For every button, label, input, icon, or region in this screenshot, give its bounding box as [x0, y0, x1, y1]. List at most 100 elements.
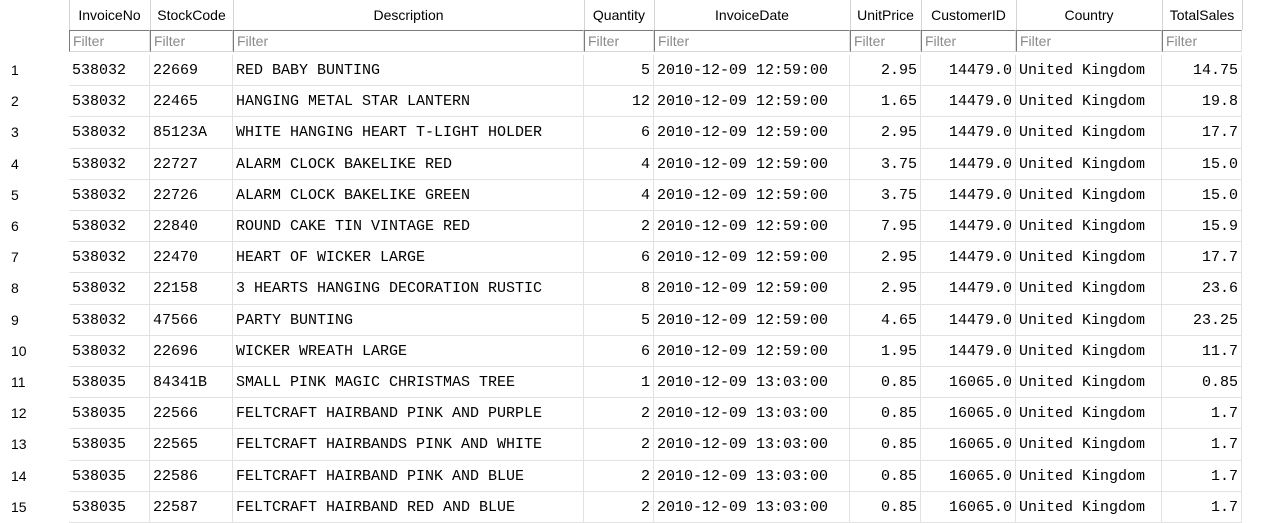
- cell-unit-price[interactable]: 1.95: [850, 335, 921, 367]
- cell-description[interactable]: WICKER WREATH LARGE: [233, 335, 584, 367]
- cell-stock-code[interactable]: 22696: [150, 335, 233, 367]
- cell-quantity[interactable]: 2: [584, 211, 654, 243]
- cell-unit-price[interactable]: 3.75: [850, 179, 921, 211]
- cell-quantity[interactable]: 6: [584, 242, 654, 274]
- cell-description[interactable]: PARTY BUNTING: [233, 304, 584, 336]
- cell-invoice-date[interactable]: 2010-12-09 12:59:00: [654, 86, 850, 118]
- cell-unit-price[interactable]: 0.85: [850, 491, 921, 523]
- cell-total-sales[interactable]: 15.9: [1162, 211, 1242, 243]
- cell-quantity[interactable]: 2: [584, 460, 654, 492]
- row-number[interactable]: 7: [0, 242, 69, 274]
- cell-description[interactable]: FELTCRAFT HAIRBAND PINK AND PURPLE: [233, 398, 584, 430]
- row-number[interactable]: 14: [0, 460, 69, 492]
- cell-invoice-no[interactable]: 538032: [69, 117, 150, 149]
- cell-country[interactable]: United Kingdom: [1016, 398, 1162, 430]
- column-header-description[interactable]: Description: [373, 7, 444, 23]
- row-number[interactable]: 6: [0, 211, 69, 243]
- cell-country[interactable]: United Kingdom: [1016, 460, 1162, 492]
- row-number[interactable]: 4: [0, 148, 69, 180]
- cell-invoice-date[interactable]: 2010-12-09 12:59:00: [654, 117, 850, 149]
- cell-country[interactable]: United Kingdom: [1016, 211, 1162, 243]
- cell-total-sales[interactable]: 0.85: [1162, 367, 1242, 399]
- cell-invoice-no[interactable]: 538032: [69, 179, 150, 211]
- column-divider[interactable]: [584, 0, 585, 30]
- cell-description[interactable]: 3 HEARTS HANGING DECORATION RUSTIC: [233, 273, 584, 305]
- row-number[interactable]: 13: [0, 429, 69, 461]
- cell-description[interactable]: WHITE HANGING HEART T-LIGHT HOLDER: [233, 117, 584, 149]
- cell-quantity[interactable]: 2: [584, 429, 654, 461]
- cell-stock-code[interactable]: 22669: [150, 55, 233, 87]
- filter-input-unit-price[interactable]: Filter: [850, 30, 921, 52]
- column-divider[interactable]: [850, 0, 851, 30]
- filter-input-description[interactable]: Filter: [233, 30, 584, 52]
- column-divider[interactable]: [921, 0, 922, 30]
- row-number[interactable]: 12: [0, 398, 69, 430]
- cell-country[interactable]: United Kingdom: [1016, 367, 1162, 399]
- column-header-invoice-no[interactable]: InvoiceNo: [78, 7, 141, 23]
- cell-invoice-date[interactable]: 2010-12-09 13:03:00: [654, 491, 850, 523]
- filter-input-country[interactable]: Filter: [1016, 30, 1162, 52]
- cell-invoice-no[interactable]: 538032: [69, 273, 150, 305]
- column-divider[interactable]: [1162, 0, 1163, 30]
- cell-unit-price[interactable]: 2.95: [850, 273, 921, 305]
- cell-customer-id[interactable]: 14479.0: [921, 304, 1016, 336]
- cell-customer-id[interactable]: 14479.0: [921, 179, 1016, 211]
- cell-customer-id[interactable]: 14479.0: [921, 242, 1016, 274]
- cell-invoice-no[interactable]: 538032: [69, 86, 150, 118]
- cell-description[interactable]: FELTCRAFT HAIRBAND RED AND BLUE: [233, 491, 584, 523]
- column-header-stock-code[interactable]: StockCode: [157, 7, 226, 23]
- cell-stock-code[interactable]: 22158: [150, 273, 233, 305]
- cell-description[interactable]: RED BABY BUNTING: [233, 55, 584, 87]
- cell-country[interactable]: United Kingdom: [1016, 429, 1162, 461]
- cell-customer-id[interactable]: 14479.0: [921, 335, 1016, 367]
- cell-quantity[interactable]: 6: [584, 117, 654, 149]
- cell-quantity[interactable]: 12: [584, 86, 654, 118]
- cell-unit-price[interactable]: 3.75: [850, 148, 921, 180]
- cell-invoice-date[interactable]: 2010-12-09 12:59:00: [654, 335, 850, 367]
- cell-invoice-no[interactable]: 538032: [69, 304, 150, 336]
- filter-input-customer-id[interactable]: Filter: [921, 30, 1016, 52]
- cell-stock-code[interactable]: 84341B: [150, 367, 233, 399]
- column-divider[interactable]: [1242, 0, 1243, 30]
- cell-invoice-no[interactable]: 538035: [69, 398, 150, 430]
- cell-invoice-no[interactable]: 538035: [69, 367, 150, 399]
- cell-description[interactable]: SMALL PINK MAGIC CHRISTMAS TREE: [233, 367, 584, 399]
- cell-description[interactable]: ALARM CLOCK BAKELIKE RED: [233, 148, 584, 180]
- filter-input-stock-code[interactable]: Filter: [150, 30, 233, 52]
- cell-unit-price[interactable]: 0.85: [850, 460, 921, 492]
- cell-quantity[interactable]: 4: [584, 148, 654, 180]
- cell-customer-id[interactable]: 14479.0: [921, 148, 1016, 180]
- cell-stock-code[interactable]: 22587: [150, 491, 233, 523]
- cell-total-sales[interactable]: 17.7: [1162, 117, 1242, 149]
- column-divider[interactable]: [1016, 0, 1017, 30]
- cell-stock-code[interactable]: 22565: [150, 429, 233, 461]
- cell-invoice-date[interactable]: 2010-12-09 12:59:00: [654, 211, 850, 243]
- row-number[interactable]: 8: [0, 273, 69, 305]
- row-number[interactable]: 5: [0, 179, 69, 211]
- cell-customer-id[interactable]: 14479.0: [921, 55, 1016, 87]
- cell-invoice-date[interactable]: 2010-12-09 13:03:00: [654, 460, 850, 492]
- cell-stock-code[interactable]: 22470: [150, 242, 233, 274]
- cell-total-sales[interactable]: 14.75: [1162, 55, 1242, 87]
- cell-unit-price[interactable]: 1.65: [850, 86, 921, 118]
- cell-total-sales[interactable]: 17.7: [1162, 242, 1242, 274]
- cell-total-sales[interactable]: 23.6: [1162, 273, 1242, 305]
- cell-total-sales[interactable]: 1.7: [1162, 460, 1242, 492]
- cell-country[interactable]: United Kingdom: [1016, 55, 1162, 87]
- column-header-total-sales[interactable]: TotalSales: [1169, 7, 1235, 23]
- cell-total-sales[interactable]: 1.7: [1162, 491, 1242, 523]
- cell-stock-code[interactable]: 22726: [150, 179, 233, 211]
- cell-country[interactable]: United Kingdom: [1016, 304, 1162, 336]
- cell-invoice-date[interactable]: 2010-12-09 12:59:00: [654, 242, 850, 274]
- cell-customer-id[interactable]: 14479.0: [921, 86, 1016, 118]
- row-number[interactable]: 11: [0, 367, 69, 399]
- cell-invoice-date[interactable]: 2010-12-09 12:59:00: [654, 179, 850, 211]
- cell-customer-id[interactable]: 14479.0: [921, 117, 1016, 149]
- cell-quantity[interactable]: 8: [584, 273, 654, 305]
- filter-input-quantity[interactable]: Filter: [584, 30, 654, 52]
- filter-input-invoice-no[interactable]: Filter: [69, 30, 150, 52]
- row-number[interactable]: 10: [0, 335, 69, 367]
- row-number[interactable]: 2: [0, 86, 69, 118]
- cell-total-sales[interactable]: 11.7: [1162, 335, 1242, 367]
- cell-invoice-no[interactable]: 538032: [69, 55, 150, 87]
